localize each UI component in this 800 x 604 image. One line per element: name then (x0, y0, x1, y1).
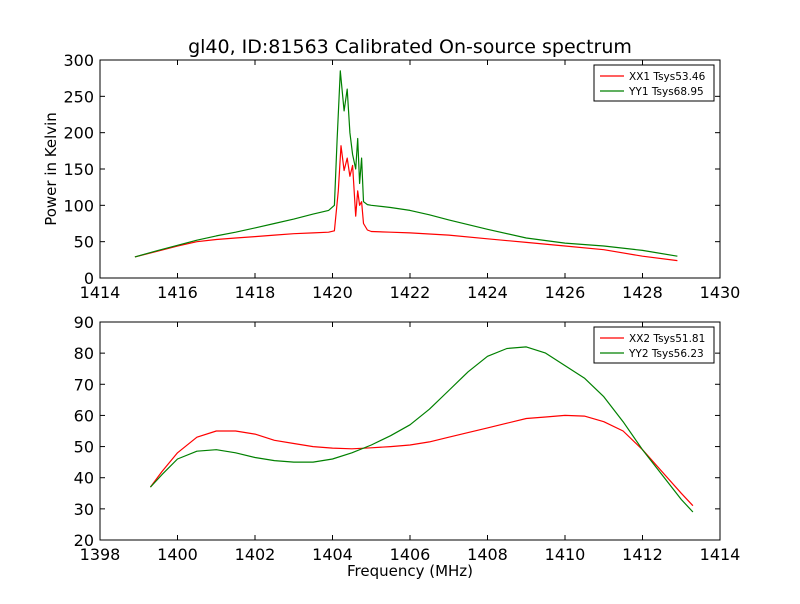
chart-title: gl40, ID:81563 Calibrated On-source spec… (188, 36, 632, 58)
y-tick-label: 70 (74, 375, 94, 394)
x-tick-label: 1398 (80, 545, 121, 564)
legend-label: YY2 Tsys56.23 (628, 348, 704, 360)
x-tick-label: 1416 (157, 283, 198, 302)
x-tick-label: 1410 (545, 545, 586, 564)
x-tick-label: 1424 (467, 283, 508, 302)
legend-label: XX2 Tsys51.81 (629, 333, 705, 345)
x-tick-label: 1428 (622, 283, 663, 302)
x-tick-label: 1406 (390, 545, 431, 564)
series-line-1-1 (134, 145, 678, 262)
x-tick-label: 1422 (390, 283, 431, 302)
legend-box-2 (593, 326, 715, 364)
y-tick-label: 0 (84, 269, 94, 288)
x-tick-label: 1408 (467, 545, 508, 564)
y-tick-label: 90 (74, 313, 94, 332)
y-tick-label: 20 (74, 531, 94, 550)
y-tick-label: 300 (63, 51, 94, 70)
legend-label: YY1 Tsys68.95 (628, 86, 704, 98)
x-tick-label: 1430 (700, 283, 741, 302)
x-tick-label: 1404 (312, 545, 353, 564)
y-tick-label: 80 (74, 344, 94, 363)
legend-box-1 (593, 64, 715, 102)
x-tick-label: 1412 (622, 545, 663, 564)
y-tick-label: 150 (63, 160, 94, 179)
x-tick-label: 1400 (157, 545, 198, 564)
x-tick-label: 1420 (312, 283, 353, 302)
x-tick-label: 1426 (545, 283, 586, 302)
y-tick-label: 50 (74, 438, 94, 457)
x-tick-label: 1418 (235, 283, 276, 302)
y-tick-label: 200 (63, 124, 94, 143)
y-tick-label: 50 (74, 233, 94, 252)
series-line-2-1 (149, 414, 694, 507)
y-axis-label: Power in Kelvin (42, 112, 60, 226)
y-tick-label: 250 (63, 87, 94, 106)
x-axis-label: Frequency (MHz) (347, 562, 473, 580)
y-tick-label: 100 (63, 196, 94, 215)
x-tick-label: 1402 (235, 545, 276, 564)
x-tick-label: 1414 (700, 545, 741, 564)
y-tick-label: 40 (74, 469, 94, 488)
x-tick-label: 1414 (80, 283, 121, 302)
y-tick-label: 60 (74, 406, 94, 425)
series-line-1-2 (134, 70, 678, 258)
y-tick-label: 30 (74, 500, 94, 519)
series-line-2-2 (149, 346, 694, 513)
legend-label: XX1 Tsys53.46 (629, 71, 706, 83)
